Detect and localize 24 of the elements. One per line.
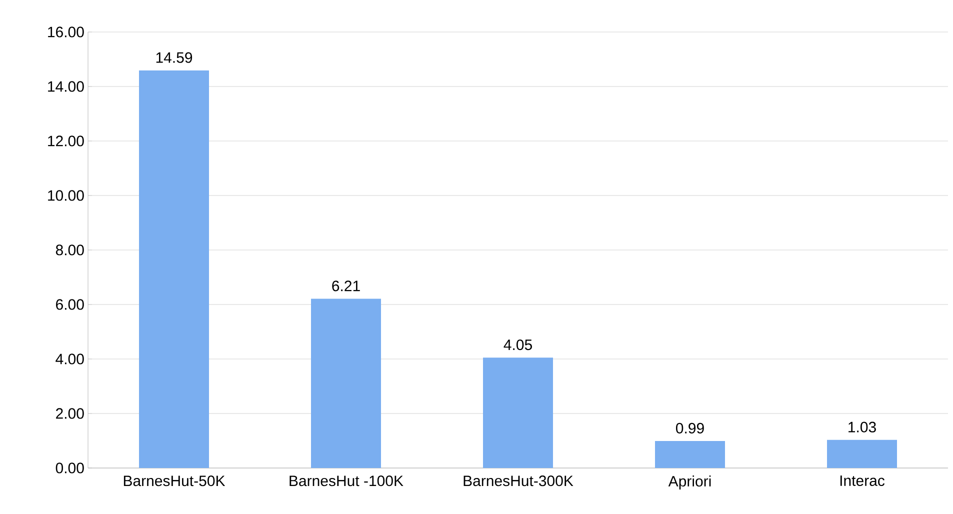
- bar: [655, 441, 726, 468]
- data-label: 14.59: [156, 52, 192, 63]
- data-label: 1.03: [848, 422, 876, 432]
- y-tick-label: 16.00: [48, 26, 84, 38]
- bar: [311, 298, 381, 468]
- y-tick-label: 4.00: [56, 354, 84, 364]
- x-tick-label: BarnesHut-50K: [124, 476, 226, 486]
- data-label: 0.99: [676, 422, 704, 434]
- x-tick-label: BarnesHut-300K: [464, 476, 574, 486]
- x-tick-label: Interac: [840, 476, 885, 486]
- x-tick-label: Apriori: [668, 476, 711, 490]
- y-tick-label: 2.00: [56, 408, 84, 419]
- bar: [139, 70, 210, 468]
- y-tick-label: 14.00: [48, 81, 84, 92]
- y-tick-label: 12.00: [48, 136, 84, 146]
- data-label: 6.21: [332, 280, 360, 292]
- y-tick-label: 10.00: [48, 190, 84, 201]
- bar: [827, 440, 898, 468]
- y-tick-label: 8.00: [56, 244, 84, 256]
- x-tick-label: BarnesHut -100K: [290, 476, 404, 486]
- y-tick-label: 0.00: [56, 462, 84, 474]
- data-label: 4.05: [504, 339, 532, 350]
- y-tick-label: 6.00: [56, 299, 84, 310]
- bar: [483, 358, 554, 468]
